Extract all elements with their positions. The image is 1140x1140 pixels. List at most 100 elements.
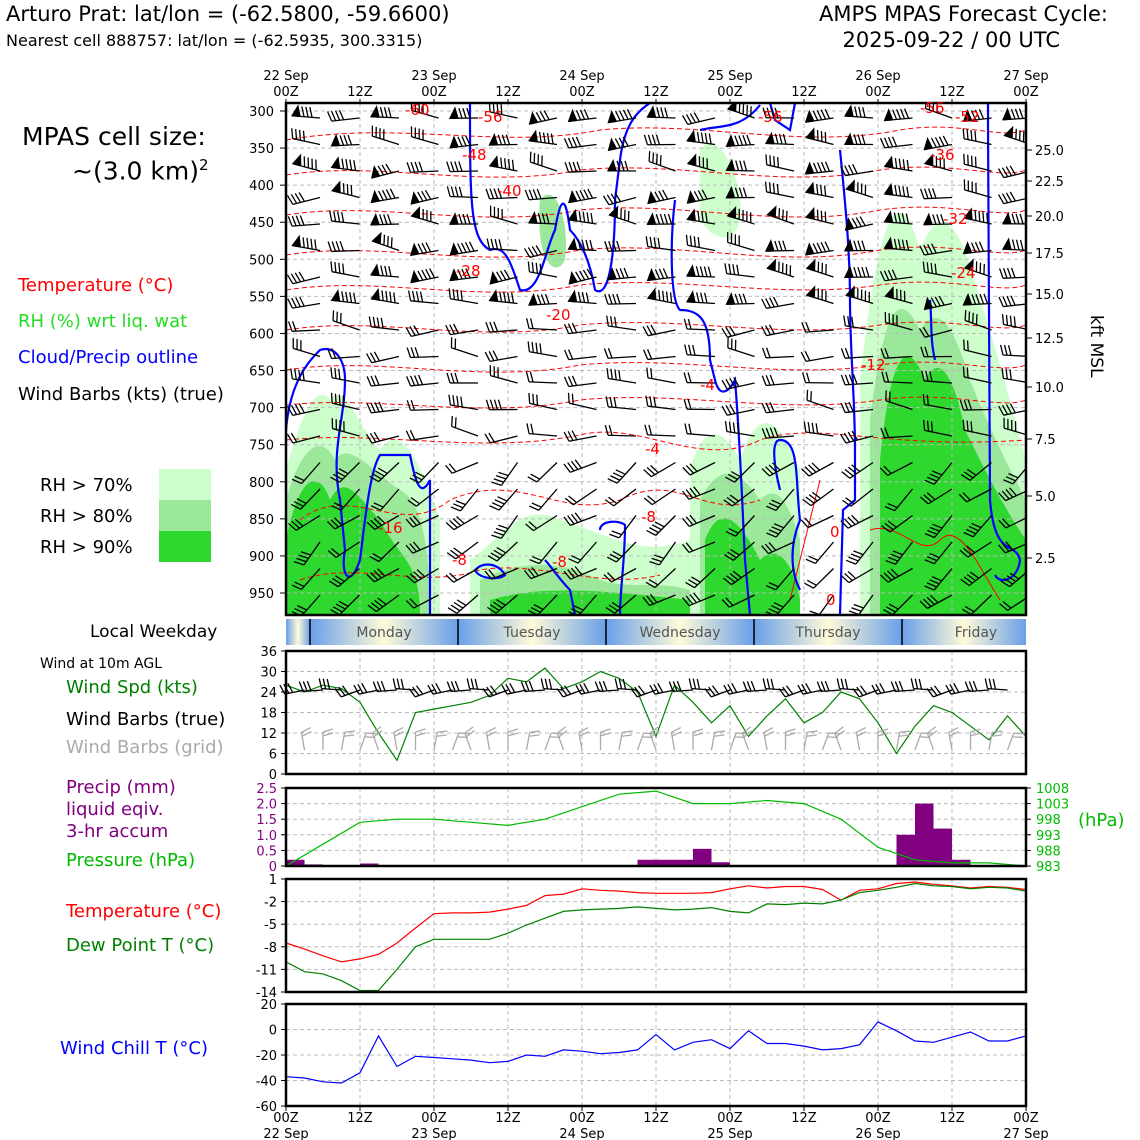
wind-barb [924, 515, 953, 539]
wind-barb [922, 394, 953, 411]
precip-bar [656, 859, 675, 866]
wind-barb [999, 344, 1026, 358]
bottom-tick-hour: 12Z [347, 1111, 373, 1126]
wind-barb [964, 310, 992, 331]
wind-barb [484, 567, 518, 580]
wind-barb [366, 375, 400, 387]
wind-barb [681, 486, 716, 500]
surface-barb-true [427, 683, 453, 695]
panel-tick-label: 1.5 [256, 813, 277, 828]
wind-barb [607, 267, 637, 281]
wind-barb [327, 240, 360, 253]
wind-barb [805, 206, 834, 225]
bottom-tick-hour: 12Z [939, 1111, 965, 1126]
panel-tick-label: -20 [256, 1049, 277, 1064]
wind-barb [527, 261, 558, 278]
weekday-label: Monday [356, 625, 411, 641]
wind-barb [604, 293, 637, 305]
temperature-label: -60 [405, 101, 430, 119]
wind-barb [685, 234, 716, 252]
wind-barb [921, 370, 953, 384]
wind-barb [488, 154, 518, 172]
wind-barb [405, 325, 439, 338]
surface-barb-true [871, 683, 897, 695]
wind-barb [1001, 314, 1026, 331]
wind-barb [682, 592, 716, 607]
wind-barb [286, 192, 321, 206]
wind-barb [329, 568, 360, 588]
cell-size-label: MPAS cell size: [22, 122, 206, 151]
wind-barb [369, 104, 400, 119]
precip-bar [933, 828, 952, 866]
wind-barb [287, 296, 321, 309]
wind-barb [800, 351, 834, 362]
wind-barb [643, 134, 676, 146]
surface-barb-grid [741, 726, 753, 751]
wind-barb [998, 295, 1026, 308]
wind-barb [365, 431, 400, 444]
wind-barb [922, 419, 953, 437]
wind-barb [646, 105, 676, 119]
temperature-label: -12 [861, 356, 886, 374]
pressure-tick-label: 988 [1036, 844, 1061, 859]
bottom-tick-hour: 00Z [865, 1111, 891, 1126]
wind-barb [843, 238, 874, 252]
wind-barb [406, 374, 439, 387]
surface-barb-grid [877, 728, 889, 750]
wind-barb [963, 258, 992, 278]
wind-barb [606, 315, 637, 331]
wind-barb [449, 241, 479, 256]
panel-frame [284, 877, 1028, 994]
panel-tick-label: 20 [260, 998, 277, 1013]
wind-barb [761, 461, 795, 477]
rh-shading [286, 143, 1026, 615]
wind-barb [883, 236, 913, 252]
wind-barb [841, 461, 874, 479]
wind-barb [290, 368, 321, 384]
surface-barb-grid [692, 728, 704, 750]
surface-barb-true [688, 678, 712, 691]
temperature-label: -20 [546, 306, 571, 324]
wind-barb [330, 261, 360, 278]
pressure-tick-label: 450 [249, 216, 274, 231]
wind-barb [766, 205, 795, 225]
wind-barb [840, 401, 874, 414]
wind-barb [331, 488, 360, 511]
wind-barb [330, 392, 360, 411]
wind-barb [726, 103, 755, 119]
panel-tick-label: 1.0 [256, 829, 277, 844]
panel-tick-label: -5 [264, 918, 277, 933]
wind-barb [998, 267, 1026, 279]
wind-barb [405, 514, 439, 528]
wind-barb [923, 135, 953, 151]
wind-barb [326, 109, 360, 122]
surface-barb-true [984, 678, 1008, 691]
weekday-segment [310, 619, 458, 645]
wind-barb [491, 462, 519, 487]
wind-barb [563, 322, 597, 335]
kft-axis: 25.0 22.5 20.0 17.5 15.0 12.5 10.0 7.5 5.0 2.5 [1026, 144, 1064, 567]
weekday-bar: Monday Tuesday Wednesday Thursday Friday [286, 619, 1026, 645]
wind-barb [406, 347, 439, 359]
wind-barb [725, 462, 755, 483]
surface-barb-grid [988, 730, 1003, 751]
temperature-labels: -60 -56 -56 -56 -52-48-40-36-32-28 -24-20-16-… [378, 99, 980, 609]
temperature-label: -40 [497, 182, 522, 200]
wind-barb [727, 337, 755, 358]
precip-bar [637, 859, 656, 866]
wind-barb [645, 395, 676, 411]
temperature-label: -16 [378, 519, 403, 537]
wind-barb [291, 234, 321, 252]
pressure-tick-label: 998 [1036, 813, 1061, 828]
surface-barb-grid [926, 726, 938, 751]
top-tick-hour: 00Z [569, 85, 595, 100]
precip-bar [674, 859, 693, 866]
temperature-label: -8 [452, 551, 467, 569]
wind-barb [962, 108, 992, 123]
wind-barb [924, 568, 953, 591]
wind-barb [843, 104, 874, 119]
surface-barb-true [649, 683, 675, 695]
legend-windchill: Wind Chill T (°C) [60, 1038, 208, 1059]
wind-barb [919, 188, 953, 200]
